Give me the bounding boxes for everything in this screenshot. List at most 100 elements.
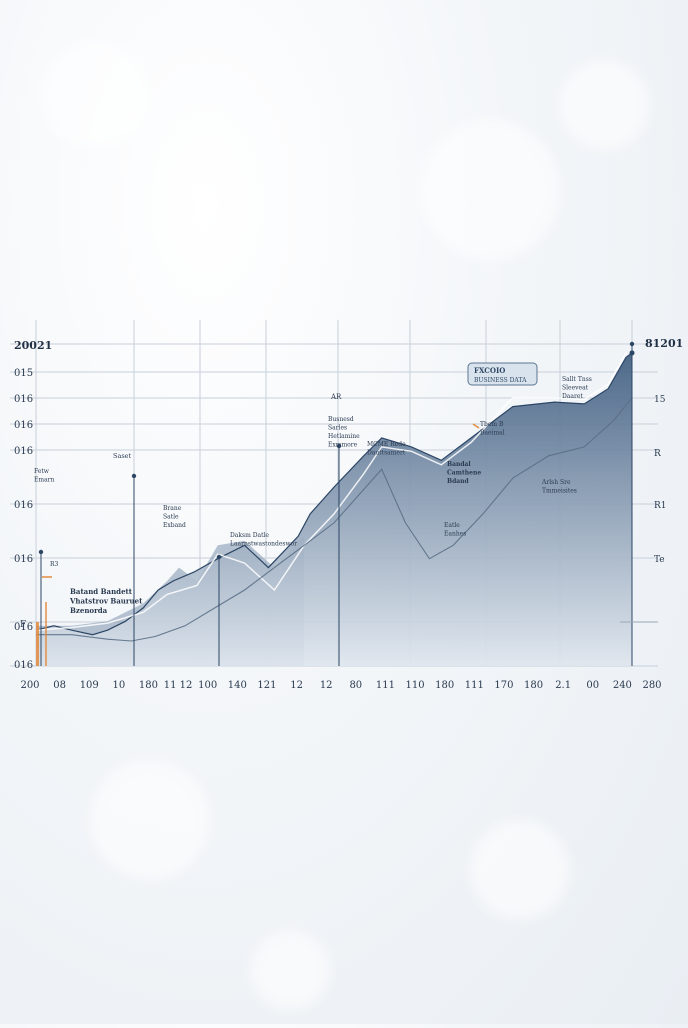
annotation-a4: Batand Bandett Vhatstrov Bauruet Bzenorda <box>69 587 143 615</box>
annotation-line: Brane <box>163 505 182 512</box>
annotation-a15: F <box>20 620 26 630</box>
annotation-line: R3 <box>50 561 59 568</box>
y-tick-label-right: R <box>654 449 661 459</box>
annotation-line: Emarn <box>34 477 55 484</box>
y-tick-label-left: 016 <box>14 660 33 671</box>
annotation-line: Bzenorda <box>70 606 108 615</box>
x-tick-label: 111 <box>465 680 484 691</box>
x-tick-label: 12 <box>290 680 303 691</box>
x-tick-label: 180 <box>524 680 543 691</box>
annotation-line: Satle <box>163 514 179 521</box>
annotation-line: Eanhes <box>444 531 466 538</box>
annotation-a1: Fetw Emarn <box>34 468 55 484</box>
annotations: Fetw Emarn Saset R3 Batand Bandett Vhatstrov … <box>20 376 592 630</box>
y-axis-right: 15 R R1 Te <box>654 395 667 565</box>
annotation-line: Bandal <box>447 461 471 468</box>
y-tick-label-left: 016 <box>14 500 33 511</box>
annotation-line: F <box>20 620 26 630</box>
x-tick-label: 12 <box>320 680 333 691</box>
y-tick-label-left: 016 <box>14 394 33 405</box>
annotation-line: Vhatstrov Bauruet <box>69 597 143 606</box>
y-tick-label-left: 016 <box>14 446 33 457</box>
annotation-a13: Arlsh Sre Tmmeisites <box>541 479 577 495</box>
annotation-line: Tmmeisites <box>542 488 577 495</box>
annotation-line: Baeimal <box>480 430 505 437</box>
background-bokeh <box>420 120 560 260</box>
x-tick-label: 180 <box>139 680 158 691</box>
y-tick-label-right: R1 <box>654 501 667 511</box>
background-bokeh <box>250 930 330 1010</box>
background-bokeh <box>40 40 150 150</box>
x-tick-label: 00 <box>586 680 599 691</box>
main-area-edge <box>35 352 633 636</box>
x-tick-label: 2.1 <box>555 680 571 691</box>
x-tick-label: 170 <box>494 680 513 691</box>
x-tick-label: 121 <box>257 680 276 691</box>
guide-marker <box>38 549 44 555</box>
area-series <box>36 352 632 666</box>
x-tick-label: 10 <box>112 680 125 691</box>
x-tick-label: 100 <box>198 680 217 691</box>
x-tick-label: 140 <box>228 680 247 691</box>
annotation-a11: Tbem B Baeimal <box>480 421 505 437</box>
annotation-line: Bdand <box>447 478 470 485</box>
y-axis-left: 015 016 016 016 016 016 016 016 <box>14 368 33 671</box>
annotation-a8: Busnesd Sarles Hetlamine Exmmore <box>328 416 360 449</box>
annotation-line: Daksm Datle <box>230 532 269 539</box>
annotation-line: Exband <box>163 522 186 529</box>
y-tick-label-right: 15 <box>654 395 666 405</box>
y-tick-label-left: 016 <box>14 420 33 431</box>
guide-marker <box>131 473 137 479</box>
annotation-guides <box>36 341 658 666</box>
annotation-line: Exmmore <box>328 442 358 449</box>
x-tick-label: 110 <box>406 680 425 691</box>
guide-marker <box>629 341 635 347</box>
guide-marker <box>216 554 222 560</box>
white-line <box>35 352 627 631</box>
x-tick-label: 180 <box>435 680 454 691</box>
annotation-line: AR <box>330 393 342 401</box>
accent-bar <box>45 602 47 666</box>
annotation-a3: R3 <box>50 561 59 568</box>
x-tick-label: 109 <box>80 680 99 691</box>
x-tick-label: 200 <box>20 680 39 691</box>
x-tick-label: 80 <box>349 680 362 691</box>
annotation-a2: Saset <box>113 452 132 460</box>
annotation-line: Batand Bandett <box>70 587 133 596</box>
annotation-line: Tbem B <box>480 421 504 428</box>
y-tick-label-left: 015 <box>14 368 33 379</box>
legend-line-2: BUSINESS DATA <box>474 377 527 384</box>
annotation-line: Sarles <box>328 425 347 432</box>
main-area <box>36 352 632 666</box>
x-tick-label: 111 <box>376 680 395 691</box>
annotation-line: Arlsh Sre <box>541 479 571 486</box>
annotation-line: MCME Rede <box>367 441 406 448</box>
x-tick-label: 08 <box>53 680 66 691</box>
annotation-a10: Bandal Camthene Bdand <box>447 461 481 485</box>
annotation-line: Laarnstwastondeswor <box>230 541 297 548</box>
x-tick-label: 280 <box>642 680 661 691</box>
x-axis: 200 08 109 10 180 11 12 100 140 121 12 12 80 111 110 1… <box>20 680 661 691</box>
annotation-a14: Sallt Tnss Sleeveat Daaret <box>562 376 592 400</box>
annotation-line: Sleeveat <box>562 385 589 392</box>
annotation-line: Saset <box>113 452 132 460</box>
y-tick-label-left: 016 <box>14 554 33 565</box>
annotation-line: Eatle <box>444 522 460 529</box>
background-bokeh <box>90 760 210 880</box>
y-tick-label-left: 016 <box>14 622 33 633</box>
line-series <box>35 350 635 642</box>
lower-line <box>36 397 633 642</box>
annotation-line: Fetw <box>34 468 50 475</box>
accent-bar <box>36 622 39 666</box>
background-bokeh <box>470 820 570 920</box>
guide-marker <box>336 443 342 449</box>
chart-title-right: 81201 <box>645 337 683 350</box>
background-bokeh <box>560 60 650 150</box>
annotation-a9: MCME Rede Dauttsamert <box>367 441 406 457</box>
annotation-line: Busnesd <box>328 416 354 423</box>
annotation-a7: AR <box>330 393 342 401</box>
x-tick-label: 240 <box>613 680 632 691</box>
annotation-a6: Daksm Datle Laarnstwastondeswor <box>230 532 297 548</box>
annotation-line: Daaret <box>562 393 583 400</box>
